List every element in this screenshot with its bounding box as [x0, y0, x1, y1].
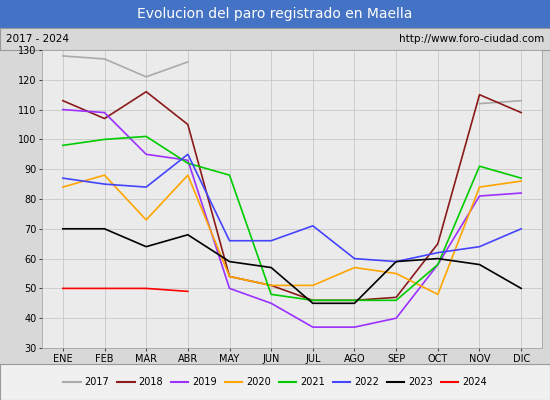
Text: Evolucion del paro registrado en Maella: Evolucion del paro registrado en Maella — [138, 7, 412, 21]
Legend: 2017, 2018, 2019, 2020, 2021, 2022, 2023, 2024: 2017, 2018, 2019, 2020, 2021, 2022, 2023… — [59, 373, 491, 391]
Text: 2017 - 2024: 2017 - 2024 — [6, 34, 69, 44]
Text: http://www.foro-ciudad.com: http://www.foro-ciudad.com — [399, 34, 544, 44]
